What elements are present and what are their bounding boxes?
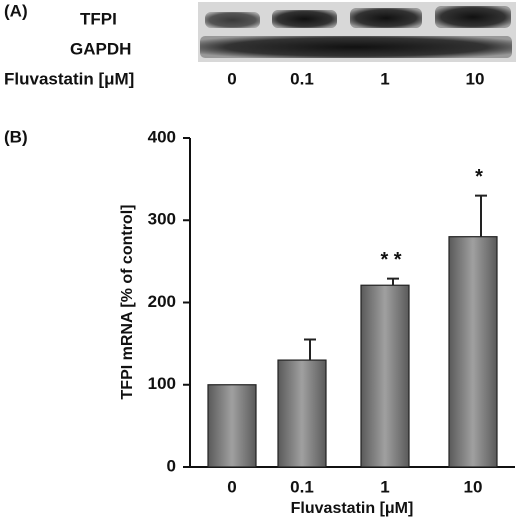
x-tick-label: 0 <box>227 477 236 496</box>
y-tick-label: 0 <box>167 456 176 475</box>
blot-lane-label: 0 <box>227 69 236 88</box>
y-tick-label: 200 <box>148 292 176 311</box>
error-bar <box>475 194 487 237</box>
x-tick-label: 0.1 <box>290 477 314 496</box>
bar <box>277 359 327 468</box>
bar <box>448 236 498 468</box>
x-tick-label: 1 <box>380 477 389 496</box>
blot-row-label: TFPI <box>80 9 117 28</box>
significance-label: * * <box>380 249 401 271</box>
y-tick-label: 100 <box>148 374 176 393</box>
y-tick-label: 300 <box>148 210 176 229</box>
y-axis-label: TFPI mRNA [% of control] <box>119 205 136 400</box>
error-bar <box>304 338 316 361</box>
error-bar <box>387 277 399 286</box>
bar <box>360 284 410 468</box>
panel-label: (A) <box>4 1 28 20</box>
blot-bands <box>200 6 512 58</box>
blot-lane-label: 10 <box>466 69 485 88</box>
panel-label: (B) <box>4 127 28 146</box>
x-tick-label: 10 <box>464 477 483 496</box>
bar <box>207 384 257 468</box>
x-axis-label: Fluvastatin [μM] <box>291 500 414 517</box>
blot-row-label: GAPDH <box>70 39 131 58</box>
significance-label: * <box>475 166 483 188</box>
blot-x-label: Fluvastatin [μM] <box>4 69 134 88</box>
blot-lane-label: 1 <box>380 69 389 88</box>
blot-lane-label: 0.1 <box>290 69 314 88</box>
y-tick-label: 400 <box>148 127 176 146</box>
